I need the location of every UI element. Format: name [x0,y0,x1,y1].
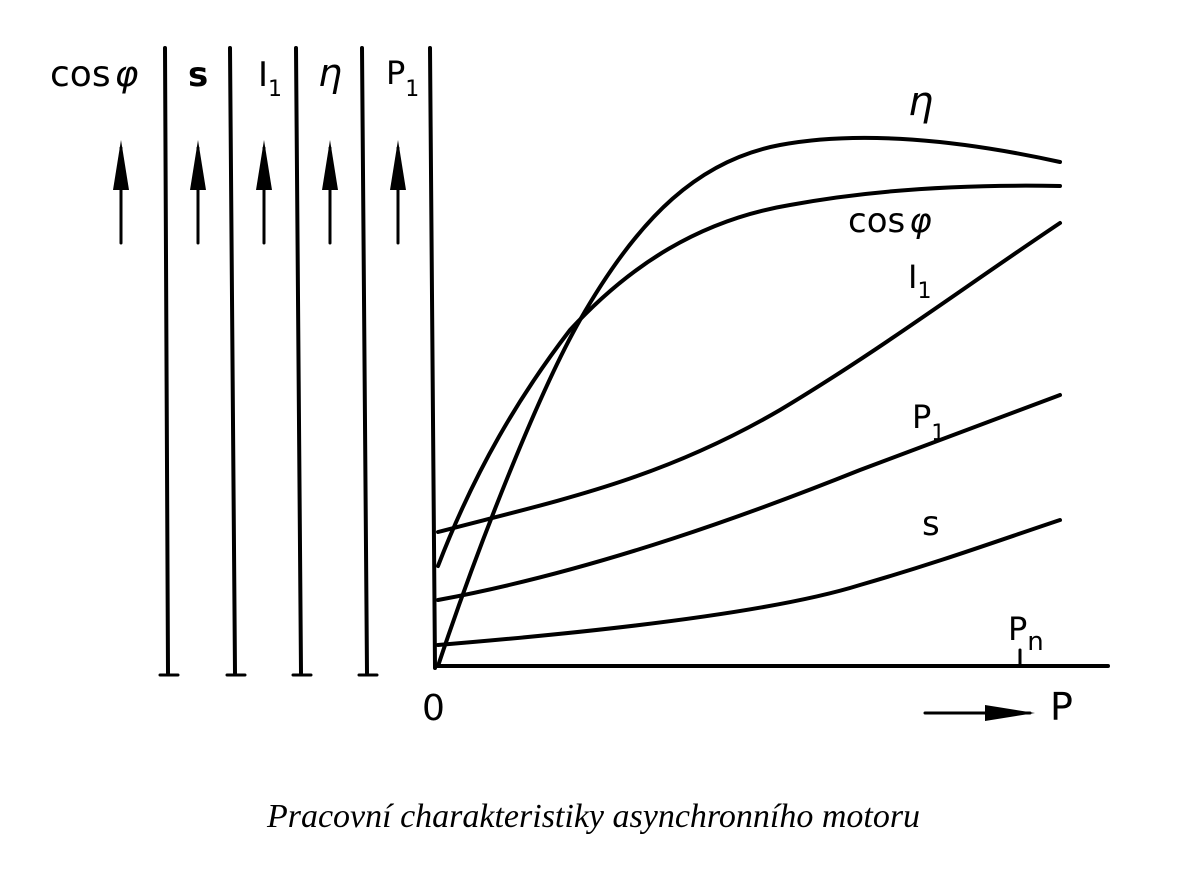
up-arrow-icon [119,146,400,245]
axis-label-cos: cos φ [50,54,139,95]
origin-label: 0 [422,688,445,729]
curve-cos [436,183,1062,568]
curve-p1 [436,393,1062,602]
axis-label-i1: I1 [258,55,282,102]
axis-label-p1: P1 [386,54,419,102]
figure-caption: Pracovní charakteristiky asynchronního m… [266,798,921,835]
curve-s [436,518,1062,647]
x-axis-label: P [1050,685,1073,729]
axis-cos [163,46,170,675]
right-arrow-icon [923,705,1035,721]
curve-i1 [436,221,1062,534]
curve-label-p1: P1 [912,398,945,446]
curve-eta [436,135,1062,668]
rated-power-label: Pn [1008,610,1044,657]
axis-i1 [294,46,303,675]
axis-p1 [428,46,437,670]
axis-label-eta: η [318,51,342,95]
axis-label-s: s [188,55,208,95]
axis-s [228,46,237,675]
curve-label-eta: η [908,79,933,125]
curve-label-s: s [922,504,940,544]
parallel-axes [163,46,437,675]
curve-label-cos: cos φ [848,201,932,241]
curve-label-i1: I1 [908,258,931,304]
axis-eta [360,46,369,675]
